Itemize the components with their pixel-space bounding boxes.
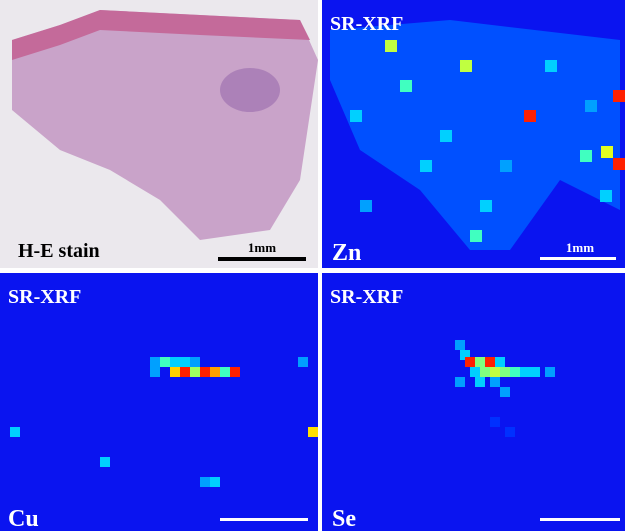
tissue-dense bbox=[220, 68, 280, 112]
pixel bbox=[600, 190, 612, 202]
pixel bbox=[613, 158, 625, 170]
pixel bbox=[200, 477, 210, 487]
pixel bbox=[480, 367, 490, 377]
pixel bbox=[180, 367, 190, 377]
pixel bbox=[200, 367, 210, 377]
pixel bbox=[360, 200, 372, 212]
pixel bbox=[585, 100, 597, 112]
scale-bar bbox=[540, 257, 616, 260]
pixel bbox=[470, 367, 480, 377]
pixel bbox=[500, 367, 510, 377]
pixel bbox=[480, 200, 492, 212]
pixel bbox=[385, 40, 397, 52]
scale-bar bbox=[220, 518, 308, 521]
pixel bbox=[400, 80, 412, 92]
pixel bbox=[475, 377, 485, 387]
pixel bbox=[601, 146, 613, 158]
pixel bbox=[150, 357, 160, 367]
pixel bbox=[470, 230, 482, 242]
panel-header: SR-XRF bbox=[330, 286, 403, 308]
pixel bbox=[495, 357, 505, 367]
pixel bbox=[580, 150, 592, 162]
pixel bbox=[210, 477, 220, 487]
scale-label: 1mm bbox=[248, 240, 276, 255]
pixel bbox=[490, 377, 500, 387]
pixel bbox=[460, 60, 472, 72]
element-label: Zn bbox=[332, 240, 361, 266]
panel-header: SR-XRF bbox=[8, 286, 81, 308]
pixel bbox=[455, 377, 465, 387]
pixel bbox=[190, 367, 200, 377]
pixel bbox=[545, 60, 557, 72]
element-label: Cu bbox=[8, 506, 39, 531]
pixel bbox=[210, 367, 220, 377]
pixel bbox=[505, 427, 515, 437]
pixel bbox=[308, 427, 318, 437]
pixel bbox=[230, 367, 240, 377]
pixel bbox=[100, 457, 110, 467]
pixel bbox=[613, 90, 625, 102]
pixel bbox=[490, 417, 500, 427]
cu-background bbox=[0, 273, 318, 531]
pixel bbox=[440, 130, 452, 142]
pixel bbox=[180, 357, 190, 367]
pixel bbox=[170, 367, 180, 377]
pixel bbox=[220, 367, 230, 377]
pixel bbox=[490, 367, 500, 377]
pixel bbox=[350, 110, 362, 122]
se-background bbox=[322, 273, 625, 531]
pixel bbox=[420, 160, 432, 172]
panel-title: H-E stain bbox=[18, 240, 100, 262]
pixel bbox=[500, 387, 510, 397]
scale-bar bbox=[540, 518, 620, 521]
pixel bbox=[170, 357, 180, 367]
scale-bar bbox=[218, 257, 306, 261]
pixel bbox=[10, 427, 20, 437]
pixel bbox=[545, 367, 555, 377]
figure: H-E stain 1mm SR-XRF Zn 1mm bbox=[0, 0, 625, 531]
pixel bbox=[150, 367, 160, 377]
panel-header: SR-XRF bbox=[330, 13, 403, 35]
pixel bbox=[500, 160, 512, 172]
pixel bbox=[455, 340, 465, 350]
pixel bbox=[475, 357, 485, 367]
pixel bbox=[524, 110, 536, 122]
pixel bbox=[160, 357, 170, 367]
element-label: Se bbox=[332, 506, 356, 531]
pixel bbox=[298, 357, 308, 367]
pixel bbox=[485, 357, 495, 367]
pixel bbox=[510, 367, 520, 377]
pixel bbox=[520, 367, 530, 377]
pixel bbox=[530, 367, 540, 377]
scale-label: 1mm bbox=[566, 240, 594, 255]
pixel bbox=[465, 357, 475, 367]
pixel bbox=[190, 357, 200, 367]
